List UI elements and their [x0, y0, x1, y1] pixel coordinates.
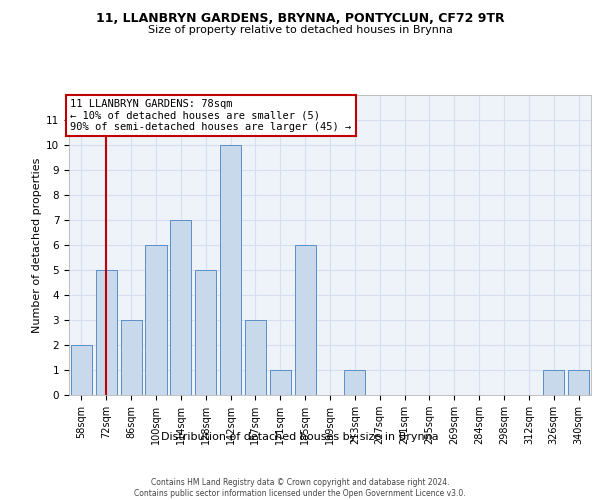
- Bar: [96, 270, 117, 395]
- Bar: [543, 370, 564, 395]
- Bar: [195, 270, 216, 395]
- Bar: [295, 245, 316, 395]
- Bar: [170, 220, 191, 395]
- Bar: [145, 245, 167, 395]
- Y-axis label: Number of detached properties: Number of detached properties: [32, 158, 42, 332]
- Bar: [270, 370, 291, 395]
- Bar: [121, 320, 142, 395]
- Text: 11 LLANBRYN GARDENS: 78sqm
← 10% of detached houses are smaller (5)
90% of semi-: 11 LLANBRYN GARDENS: 78sqm ← 10% of deta…: [70, 99, 352, 132]
- Text: Contains HM Land Registry data © Crown copyright and database right 2024.
Contai: Contains HM Land Registry data © Crown c…: [134, 478, 466, 498]
- Bar: [245, 320, 266, 395]
- Text: Size of property relative to detached houses in Brynna: Size of property relative to detached ho…: [148, 25, 452, 35]
- Bar: [71, 345, 92, 395]
- Text: Distribution of detached houses by size in Brynna: Distribution of detached houses by size …: [161, 432, 439, 442]
- Bar: [220, 145, 241, 395]
- Bar: [344, 370, 365, 395]
- Bar: [568, 370, 589, 395]
- Text: 11, LLANBRYN GARDENS, BRYNNA, PONTYCLUN, CF72 9TR: 11, LLANBRYN GARDENS, BRYNNA, PONTYCLUN,…: [95, 12, 505, 26]
